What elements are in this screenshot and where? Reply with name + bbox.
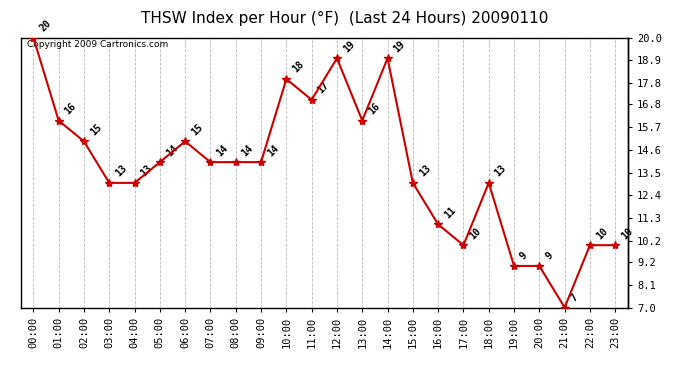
Text: 10: 10 [620,226,635,241]
Text: 14: 14 [215,142,230,158]
Text: 17: 17 [316,80,331,96]
Text: 19: 19 [392,39,407,54]
Text: 16: 16 [63,101,78,116]
Text: 9: 9 [518,251,529,262]
Text: 15: 15 [189,122,205,137]
Text: 16: 16 [366,101,382,116]
Text: 10: 10 [468,226,483,241]
Text: 15: 15 [88,122,104,137]
Text: 14: 14 [240,142,255,158]
Text: 18: 18 [290,60,306,75]
Text: 10: 10 [594,226,609,241]
Text: 20: 20 [37,18,53,33]
Text: Copyright 2009 Cartronics.com: Copyright 2009 Cartronics.com [27,40,168,49]
Text: 13: 13 [113,164,129,179]
Text: 13: 13 [139,164,154,179]
Text: 19: 19 [341,39,357,54]
Text: 9: 9 [544,251,555,262]
Text: 14: 14 [164,142,179,158]
Text: 13: 13 [493,164,509,179]
Text: 13: 13 [417,164,433,179]
Text: THSW Index per Hour (°F)  (Last 24 Hours) 20090110: THSW Index per Hour (°F) (Last 24 Hours)… [141,11,549,26]
Text: 11: 11 [442,205,457,220]
Text: 14: 14 [265,142,281,158]
Text: 7: 7 [569,292,580,303]
